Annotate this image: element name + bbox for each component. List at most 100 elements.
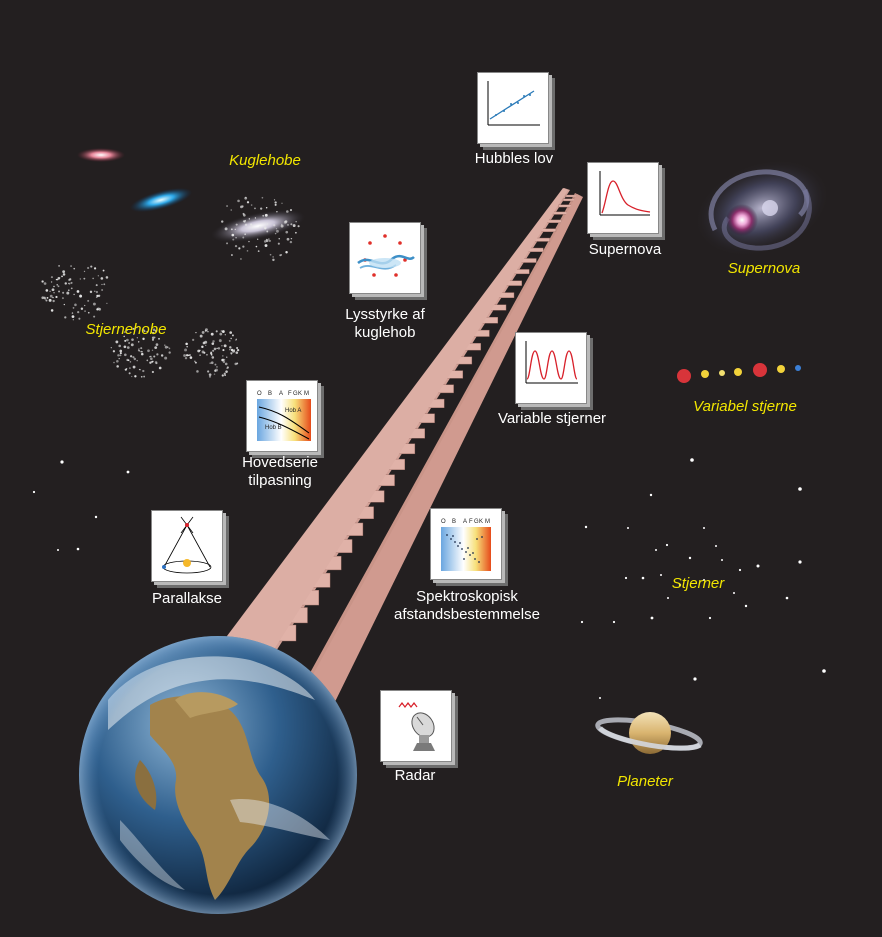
- variable-star-dot: [719, 370, 725, 376]
- cluster-star: [276, 211, 278, 213]
- cluster-star: [90, 265, 93, 268]
- field-star: [627, 527, 629, 529]
- cluster-star: [285, 250, 288, 254]
- cluster-star: [126, 358, 129, 362]
- cluster-star: [289, 240, 293, 244]
- cluster-star: [49, 294, 53, 298]
- cluster-star: [61, 297, 64, 300]
- cluster-star: [123, 335, 125, 338]
- cluster-star: [230, 209, 232, 211]
- cluster-star: [231, 334, 234, 337]
- cluster-star: [62, 270, 66, 274]
- cluster-star: [131, 338, 134, 341]
- cluster-star: [295, 221, 297, 223]
- cluster-star: [222, 355, 224, 357]
- field-star: [738, 568, 742, 572]
- cluster-star: [185, 342, 188, 346]
- cluster-star: [146, 359, 149, 362]
- cluster-star: [204, 340, 208, 344]
- cluster-star: [56, 284, 58, 286]
- cluster-star: [155, 343, 159, 346]
- object-label-star-clusters: Stjernehobe: [85, 321, 167, 338]
- cluster-star: [234, 244, 238, 248]
- cluster-star: [213, 347, 217, 351]
- cluster-star: [226, 356, 228, 358]
- cluster-star: [154, 346, 158, 349]
- cluster-star: [184, 348, 188, 352]
- cluster-star: [143, 375, 146, 378]
- cluster-star: [140, 347, 143, 350]
- cluster-star: [117, 354, 120, 357]
- cluster-star: [221, 220, 224, 223]
- field-star: [688, 556, 692, 560]
- cluster-star: [286, 210, 289, 213]
- cluster-star: [72, 307, 75, 309]
- cluster-star: [96, 308, 99, 311]
- cluster-star: [128, 342, 131, 345]
- variable-star-dot: [795, 365, 801, 371]
- cluster-star: [250, 225, 253, 228]
- cluster-star: [52, 296, 54, 299]
- cluster-star: [205, 344, 207, 347]
- cluster-star: [208, 375, 211, 378]
- field-star: [798, 487, 802, 491]
- cluster-star: [77, 310, 80, 314]
- cluster-star: [257, 238, 259, 240]
- cluster-star: [158, 366, 162, 370]
- cluster-star: [83, 277, 86, 280]
- cluster-star: [242, 245, 245, 248]
- cluster-star: [254, 217, 257, 219]
- cluster-star: [95, 290, 99, 294]
- field-star: [650, 616, 654, 620]
- spectral-class-label: M: [304, 391, 309, 397]
- cluster-star: [142, 329, 145, 332]
- cluster-star: [70, 287, 73, 290]
- cluster-star: [281, 223, 283, 226]
- field-stars: [32, 458, 826, 699]
- supernova-lightcurve-icon: [587, 162, 659, 234]
- cluster-star: [139, 369, 141, 371]
- cluster-star: [70, 265, 72, 267]
- cluster-star: [244, 223, 248, 226]
- cluster-star: [276, 229, 279, 233]
- cluster-star: [73, 293, 75, 296]
- cluster-star: [53, 292, 55, 294]
- cluster-star: [43, 282, 47, 285]
- cluster-star: [152, 331, 155, 335]
- field-star: [708, 616, 712, 620]
- cluster-star: [142, 337, 145, 341]
- cluster-star: [210, 361, 214, 365]
- cluster-star: [110, 346, 112, 349]
- cluster-star: [274, 201, 277, 204]
- cluster-star: [96, 294, 99, 297]
- method-label-radar: Radar: [394, 767, 436, 784]
- cluster-star: [285, 230, 289, 234]
- cluster-star: [292, 224, 296, 228]
- cluster-star: [207, 370, 210, 373]
- cluster-star: [168, 351, 171, 354]
- cluster-star: [258, 226, 261, 229]
- cluster-star: [156, 353, 159, 356]
- cluster-star: [230, 337, 232, 340]
- cluster-star: [237, 199, 240, 203]
- cluster-star: [151, 360, 154, 363]
- cluster-star: [123, 345, 127, 349]
- cluster-star: [72, 319, 74, 321]
- cluster-star: [186, 345, 188, 348]
- cluster-star: [103, 283, 106, 286]
- cluster-star: [137, 341, 140, 343]
- field-star: [660, 574, 662, 576]
- cluster-star: [50, 309, 54, 312]
- cluster-star: [136, 326, 138, 329]
- field-star: [703, 579, 705, 581]
- cluster-star: [278, 238, 280, 240]
- cluster-star: [289, 208, 293, 212]
- field-star: [703, 527, 705, 529]
- cluster-star: [63, 303, 65, 306]
- cluster-star: [129, 355, 133, 358]
- ladder-rung: [546, 219, 562, 223]
- cluster-star: [52, 299, 55, 303]
